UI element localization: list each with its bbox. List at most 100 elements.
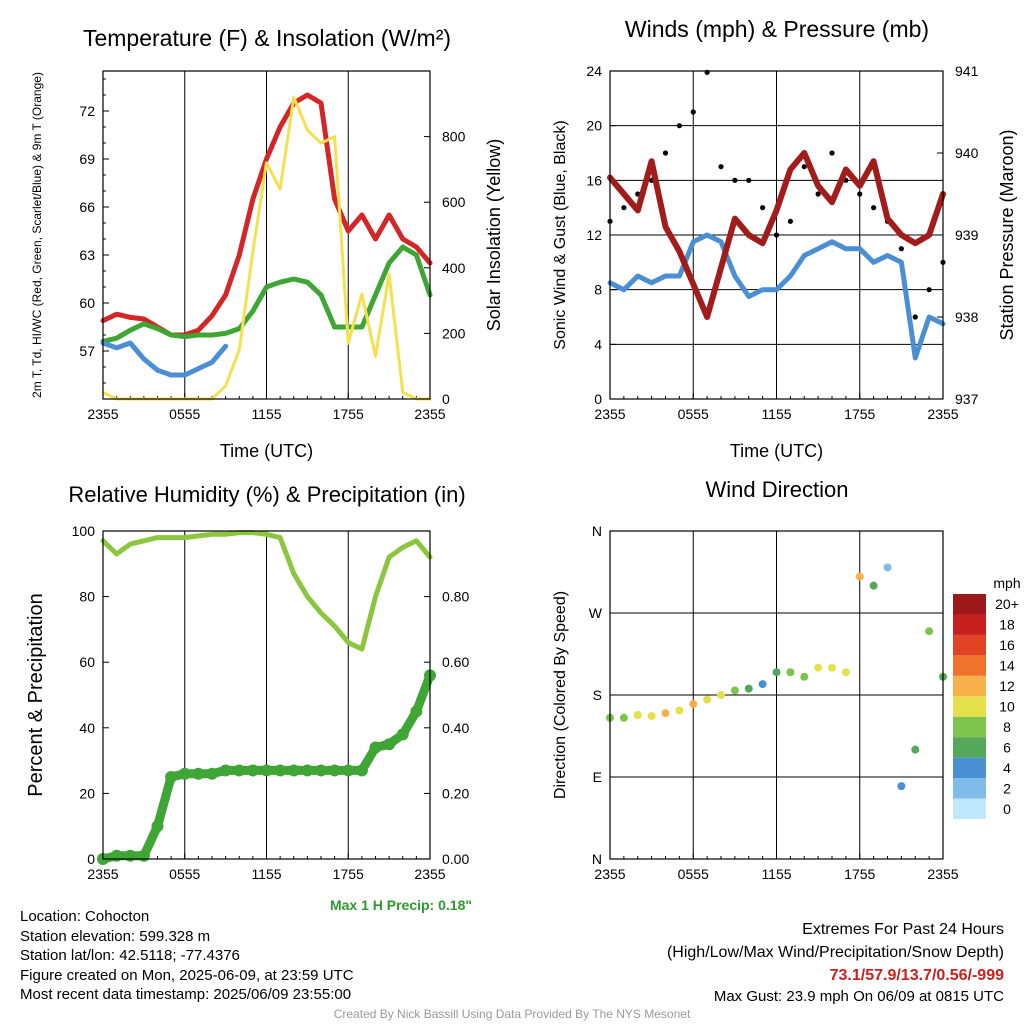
y-tick-label: 12 xyxy=(586,227,602,243)
y-tick-label: 24 xyxy=(586,63,602,79)
gust-point xyxy=(760,205,766,211)
x-tick-label: 2355 xyxy=(594,866,625,882)
plot-frame xyxy=(609,70,944,400)
station-location: Location: Cohocton xyxy=(20,908,150,925)
gust-point xyxy=(801,164,807,170)
legend-label: 10 xyxy=(999,699,1015,715)
precip-point xyxy=(369,741,382,754)
chart-title: Wind Direction xyxy=(705,477,848,502)
y-tick-label: 20 xyxy=(79,785,95,801)
precip-point xyxy=(383,738,396,751)
y-tick-label: N xyxy=(592,523,602,539)
legend-swatch xyxy=(953,655,986,676)
figure-created: Figure created on Mon, 2025-06-09, at 23… xyxy=(20,966,354,984)
legend-label: 0 xyxy=(1003,801,1011,817)
y-axis-label: Sonic Wind & Gust (Blue, Black) xyxy=(552,120,569,349)
gust-point xyxy=(898,246,904,252)
precip-point xyxy=(124,849,137,862)
y2-tick-label: 600 xyxy=(442,194,466,210)
legend-label: 18 xyxy=(999,617,1015,633)
y-tick-label: 69 xyxy=(79,151,95,167)
direction-point xyxy=(647,711,656,720)
legend-label: 2 xyxy=(1003,780,1011,796)
y2-tick-label: 941 xyxy=(955,63,979,79)
direction-point xyxy=(869,581,878,590)
direction-point xyxy=(744,684,753,693)
y-tick-label: 72 xyxy=(79,103,95,119)
y2-tick-label: 800 xyxy=(442,129,466,145)
y2-tick-label: 940 xyxy=(955,145,979,161)
direction-point xyxy=(897,782,906,791)
y-tick-label: W xyxy=(589,605,603,621)
gust-point xyxy=(787,218,793,224)
direction-point xyxy=(689,700,698,709)
y-tick-label: 57 xyxy=(79,343,95,359)
gust-point xyxy=(815,191,821,197)
credit-line: Created By Nick Bassill Using Data Provi… xyxy=(333,1007,691,1021)
legend-label: 20+ xyxy=(995,596,1019,612)
precip-point xyxy=(355,764,368,777)
legend-swatch xyxy=(953,594,986,615)
y2-tick-label: 937 xyxy=(955,391,979,407)
legend-swatch xyxy=(953,778,986,799)
legend-label: 14 xyxy=(999,658,1015,674)
precip-point xyxy=(110,849,123,862)
y2-axis-label: Station Pressure (Maroon) xyxy=(997,129,1017,340)
direction-point xyxy=(883,563,892,572)
x-tick-label: 1755 xyxy=(333,866,364,882)
y2-tick-label: 938 xyxy=(955,309,979,325)
plot-frame xyxy=(102,70,431,400)
precip-point xyxy=(165,771,178,783)
precip-point xyxy=(315,764,327,777)
gust-point xyxy=(732,177,738,183)
gust-point xyxy=(718,164,724,170)
x-axis-label: Time (UTC) xyxy=(220,441,313,461)
legend-swatch xyxy=(953,716,986,738)
x-tick-label: 0555 xyxy=(169,866,200,882)
legend-swatch xyxy=(953,614,986,635)
gust-point xyxy=(690,109,696,115)
plot-frame xyxy=(102,530,431,860)
direction-point xyxy=(661,709,670,718)
gust-point xyxy=(621,205,627,211)
y2-tick-label: 0.80 xyxy=(442,589,469,605)
legend-swatch xyxy=(953,798,986,819)
direction-point xyxy=(855,572,864,581)
precip-point xyxy=(233,764,246,777)
direction-point xyxy=(619,713,628,722)
y-tick-label: 63 xyxy=(79,247,95,263)
y-tick-label: E xyxy=(593,769,602,785)
legend-swatch xyxy=(953,634,986,656)
legend-label: 12 xyxy=(999,678,1015,694)
direction-point xyxy=(911,745,920,754)
direction-point xyxy=(800,672,809,681)
x-tick-label: 1755 xyxy=(844,406,875,422)
x-tick-label: 1755 xyxy=(333,406,364,422)
y-tick-label: 16 xyxy=(586,172,602,188)
precip-point xyxy=(328,764,341,777)
y-tick-label: 40 xyxy=(79,720,95,736)
legend-label: 8 xyxy=(1003,719,1011,735)
y2-tick-label: 0.60 xyxy=(442,654,469,670)
x-tick-label: 2355 xyxy=(414,406,445,422)
legend-swatch xyxy=(953,696,986,717)
x-tick-label: 0555 xyxy=(678,406,709,422)
precip-point xyxy=(178,767,191,780)
precip-point xyxy=(206,767,218,780)
gust-point xyxy=(676,123,682,129)
direction-point xyxy=(814,663,823,672)
direction-point xyxy=(925,627,934,636)
direction-point xyxy=(633,711,642,720)
y2-tick-label: 0.40 xyxy=(442,720,469,736)
extremes-subtitle: (High/Low/Max Wind/Precipitation/Snow De… xyxy=(666,944,1004,961)
y-tick-label: 0 xyxy=(594,391,602,407)
x-tick-label: 2355 xyxy=(594,406,625,422)
direction-point xyxy=(758,680,767,689)
extremes-title: Extremes For Past 24 Hours xyxy=(802,921,1004,938)
precip-point xyxy=(301,764,314,777)
station-elevation: Station elevation: 599.328 m xyxy=(20,927,211,945)
gust-point xyxy=(926,287,932,293)
x-tick-label: 1155 xyxy=(761,866,791,882)
legend-label: 4 xyxy=(1003,760,1011,776)
